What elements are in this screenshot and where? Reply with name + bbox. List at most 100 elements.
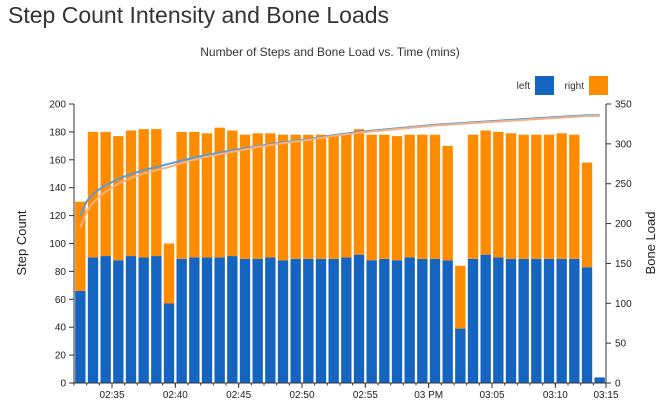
y2-tick-label: 150 [615,259,632,270]
bar-left [505,258,517,383]
y2-tick-label: 50 [615,339,627,350]
bar-right [252,133,263,259]
bar-left [315,258,327,383]
bar-left [493,257,504,383]
bar-left [569,258,580,383]
x-tick-label: 02:35 [99,390,124,401]
bone-load-line-right [79,115,600,228]
bar-right [366,134,377,261]
bar-right [75,201,86,291]
bar-left [87,257,99,383]
bar-right [429,134,441,259]
x-tick-label: 02:45 [226,390,251,401]
bar-left [442,260,453,383]
bar-right [277,134,289,261]
bar-right [379,134,390,259]
bar-right [315,134,327,259]
x-tick-label: 03:05 [479,390,504,401]
bar-right [265,133,276,258]
y2-tick-label: 350 [615,100,632,111]
y-axis-label: Step Count [14,210,29,275]
bar-left [163,303,175,383]
legend-swatch-left [535,76,554,95]
bar-right [391,136,403,261]
legend-label-left: left [517,81,531,92]
bar-left [151,256,162,383]
bar-right [543,134,555,259]
bar-right [442,145,453,261]
y-tick-label: 80 [55,267,67,278]
bar-right [138,129,149,258]
bar-left [75,290,86,383]
bar-right [341,133,352,258]
bar-left [113,260,124,383]
x-tick-label: 03:15 [593,390,618,401]
bar-left [404,257,415,383]
bar-right [404,134,415,258]
bar-left [417,258,428,383]
y2-tick-label: 250 [615,179,632,190]
y2-axis-label: Bone Load [643,212,658,275]
x-tick-label: 03 PM [414,390,443,401]
axes-group: 0 20 40 60 80 100 120 140 160 180 200 0 50 100 150 200 2… [49,100,632,402]
y-tick-label: 120 [49,211,66,222]
bar-left [227,256,238,383]
bar-left [176,258,187,383]
page-title: Step Count Intensity and Bone Loads [8,2,390,28]
bar-right [214,127,225,258]
y2-tick-label: 200 [615,219,632,230]
bar-left [366,260,377,383]
y-tick-label: 60 [55,295,67,306]
bar-right [353,129,365,255]
lines-group [79,114,600,228]
y2-tick-label: 0 [615,379,621,390]
bar-right [290,134,301,259]
bar-right [569,134,580,259]
bar-left [252,258,263,383]
bar-right [189,131,200,258]
bar-left [328,258,339,383]
bar-right [303,134,314,259]
bar-right [556,133,567,259]
bar-left [341,257,352,383]
bar-right [505,133,517,259]
x-tick-label: 02:55 [353,390,378,401]
chart-title: Number of Steps and Bone Load vs. Time (… [200,45,459,59]
x-tick-label: 03:10 [543,390,568,401]
bar-right [518,134,529,259]
bar-left [239,258,251,383]
y-tick-label: 100 [49,239,66,250]
bars-group [75,127,605,383]
bar-right [455,265,466,329]
y-tick-label: 200 [49,100,66,111]
x-tick-label: 02:40 [163,390,188,401]
bar-left [455,328,466,383]
bar-right [113,136,124,261]
bar-left [125,256,137,383]
legend-label-right: right [565,81,585,92]
bar-left [290,258,301,383]
y2-tick-label: 300 [615,139,632,150]
bar-right [163,243,175,304]
bar-right [531,134,542,259]
bar-right [176,131,187,259]
bar-left [201,257,213,383]
bar-left [100,256,111,383]
bar-left [480,254,491,383]
y-tick-label: 20 [55,351,67,362]
bar-left [543,258,555,383]
y-tick-label: 140 [49,183,66,194]
bar-right [467,134,479,259]
bar-left [556,258,567,383]
bar-left [594,377,605,383]
bar-left [581,267,593,383]
bar-right [417,134,428,259]
bar-left [138,257,149,383]
legend-swatch-right [589,76,608,95]
bar-right [581,162,593,268]
bar-right [493,131,504,258]
bar-right [100,131,111,257]
bar-left [303,258,314,383]
bar-right [480,130,491,255]
